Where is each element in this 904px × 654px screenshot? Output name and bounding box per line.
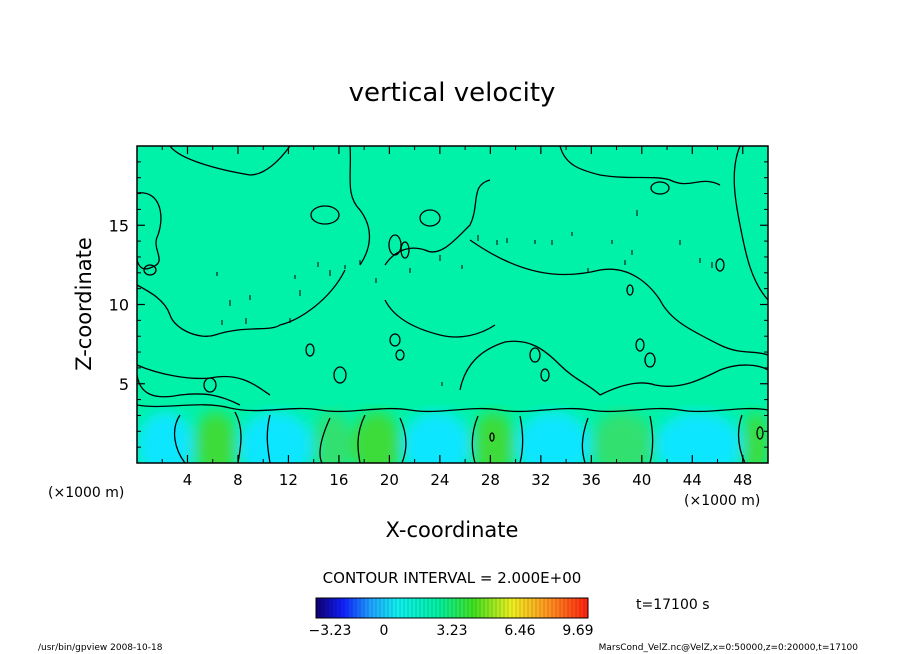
- time-label: t=17100 s: [636, 597, 710, 613]
- x-tick-label: 16: [329, 471, 348, 489]
- y-tick-label: 10: [109, 296, 129, 315]
- y-axis: 5 10 15: [109, 161, 768, 448]
- colorbar-tick-label: 0: [380, 623, 389, 639]
- color-region: [402, 411, 472, 463]
- color-region: [313, 411, 352, 463]
- colorbar-ticks: −3.23 0 3.23 6.46 9.69: [309, 623, 594, 639]
- colorbar-tick-label: 6.46: [504, 623, 535, 639]
- color-region: [654, 411, 743, 463]
- color-field: [137, 411, 768, 463]
- color-region: [237, 411, 314, 463]
- color-region: [515, 411, 592, 463]
- color-region: [471, 411, 516, 463]
- colorbar-tick-label: 9.69: [562, 623, 593, 639]
- contour-dots: [216, 210, 713, 386]
- x-tick-label: 40: [632, 471, 651, 489]
- y-tick-label: 15: [109, 216, 129, 235]
- contour-interval-label: CONTOUR INTERVAL = 2.000E+00: [323, 569, 582, 587]
- color-region: [137, 411, 194, 463]
- contour-lines: [137, 146, 768, 463]
- x-tick-label: 12: [279, 471, 298, 489]
- x-tick-label: 32: [531, 471, 550, 489]
- x-tick-label: 36: [582, 471, 601, 489]
- colorbar-tick-label: 3.23: [436, 623, 467, 639]
- footer-left: /usr/bin/gpview 2008-10-18: [38, 643, 163, 653]
- y-axis-label: Z-coordinate: [72, 237, 96, 371]
- chart-title: vertical velocity: [349, 78, 556, 108]
- x-tick-label: 44: [683, 471, 702, 489]
- color-region: [193, 411, 238, 463]
- y-tick-label: 5: [119, 375, 129, 394]
- x-tick-label: 48: [733, 471, 752, 489]
- x-tick-label: 8: [233, 471, 243, 489]
- x-unit-left: (×1000 m): [48, 485, 124, 501]
- x-axis: 4 8 12 16 20 24 28 32 36 40 44 48: [161, 146, 752, 489]
- x-axis-label: X-coordinate: [386, 518, 519, 542]
- colorbar: [315, 597, 589, 619]
- color-region: [591, 411, 655, 463]
- x-tick-label: 20: [380, 471, 399, 489]
- color-region: [742, 411, 768, 463]
- footer-right: MarsCond_VelZ.nc@VelZ,x=0:50000,z=0:2000…: [599, 643, 859, 653]
- color-region: [351, 411, 403, 463]
- colorbar-stripes: [319, 598, 585, 618]
- colorbar-tick-label: −3.23: [309, 623, 352, 639]
- x-tick-label: 28: [481, 471, 500, 489]
- x-unit-right: (×1000 m): [684, 493, 760, 509]
- x-tick-label: 4: [183, 471, 193, 489]
- x-tick-label: 24: [430, 471, 449, 489]
